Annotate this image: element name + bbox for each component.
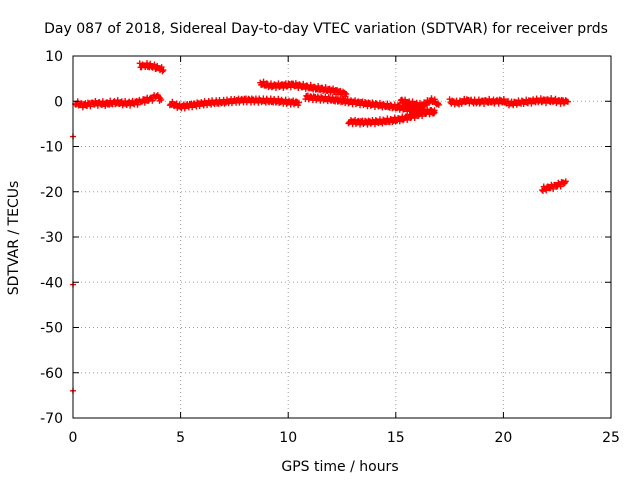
data-point: [500, 96, 507, 103]
data-point: [431, 96, 438, 103]
data-points: [70, 60, 571, 394]
data-point: [79, 104, 86, 111]
data-point: [114, 97, 121, 104]
data-point: [337, 95, 344, 102]
data-point: [404, 116, 411, 123]
y-tick-label: -30: [40, 230, 63, 246]
x-tick-label: 10: [279, 430, 297, 446]
data-point: [564, 98, 571, 105]
data-point: [431, 107, 438, 114]
axis-ticks: 0 5 10 15 20 25 10 0 -10 -20 -30 -40 -50 -60 -70: [40, 49, 620, 446]
data-point: [149, 64, 156, 71]
data-point: [136, 60, 143, 67]
data-point: [141, 99, 148, 106]
data-point: [391, 101, 398, 108]
data-point: [295, 99, 302, 106]
data-point: [435, 101, 442, 108]
y-tick-label: 10: [45, 49, 63, 65]
y-tick-label: 0: [54, 94, 63, 110]
y-tick-label: -10: [40, 140, 63, 156]
y-tick-label: -40: [40, 275, 63, 291]
x-tick-label: 20: [494, 430, 512, 446]
data-point: [562, 178, 569, 185]
data-point: [134, 101, 141, 108]
data-point: [149, 97, 156, 104]
x-tick-label: 25: [602, 430, 620, 446]
data-point: [557, 183, 564, 190]
data-point: [411, 115, 418, 122]
data-point: [287, 84, 294, 91]
data-point: [87, 103, 94, 110]
y-tick-label: -60: [40, 366, 63, 382]
x-tick-label: 5: [176, 430, 185, 446]
data-point: [550, 185, 557, 192]
x-axis-label: GPS time / hours: [281, 459, 398, 475]
y-tick-label: -20: [40, 185, 63, 201]
chart-title: Day 087 of 2018, Sidereal Day-to-day VTE…: [44, 21, 608, 37]
data-point: [160, 67, 167, 74]
data-point: [384, 100, 391, 107]
data-point: [275, 95, 282, 102]
y-axis-label: SDTVAR / TECUs: [6, 181, 22, 296]
grid: [73, 56, 611, 418]
y-tick-label: -70: [40, 411, 63, 427]
data-point: [280, 84, 287, 91]
data-point: [315, 82, 322, 89]
data-point: [329, 94, 336, 101]
x-tick-label: 0: [69, 430, 78, 446]
data-point: [495, 100, 502, 107]
data-point: [419, 113, 426, 120]
y-tick-label: -50: [40, 321, 63, 337]
data-point: [169, 98, 176, 105]
data-point: [260, 78, 267, 85]
data-point: [158, 96, 165, 103]
data-point: [364, 121, 371, 128]
data-point: [307, 81, 314, 88]
x-tick-label: 15: [387, 430, 405, 446]
data-point: [343, 91, 350, 98]
